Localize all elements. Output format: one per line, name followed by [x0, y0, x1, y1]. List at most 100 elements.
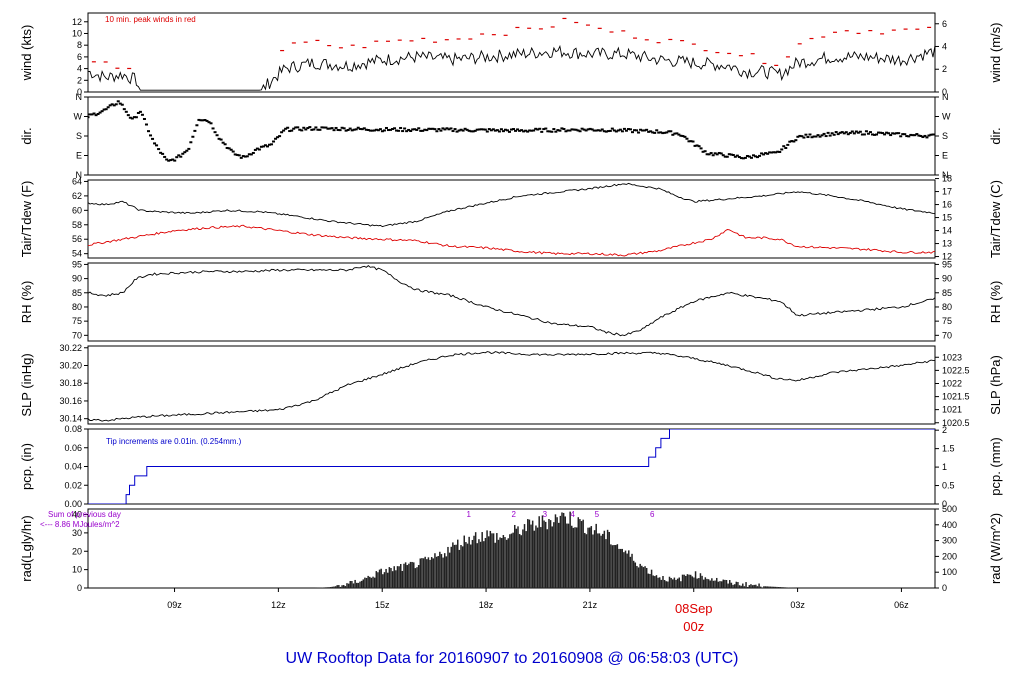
- right-tick-label: 14: [942, 226, 952, 236]
- direction-point: [917, 134, 921, 137]
- direction-point: [776, 150, 780, 153]
- direction-point: [151, 137, 155, 140]
- direction-point: [229, 148, 233, 151]
- direction-point: [376, 129, 380, 132]
- direction-point: [782, 145, 786, 148]
- page-title: UW Rooftop Data for 20160907 to 20160908…: [285, 650, 739, 667]
- direction-point: [526, 130, 530, 133]
- direction-point: [893, 132, 897, 135]
- direction-point: [778, 150, 782, 153]
- direction-point: [612, 129, 616, 132]
- direction-point: [207, 121, 211, 124]
- panel-temp: 54 56 58 60 62 64 12 13 14 15 16 17 18 Tair/Tdew (F) T…: [19, 174, 1003, 262]
- direction-point: [677, 133, 681, 136]
- direction-point: [475, 128, 479, 131]
- direction-point: [544, 127, 548, 130]
- direction-point: [465, 128, 469, 131]
- direction-point: [784, 147, 788, 150]
- direction-point: [136, 111, 140, 114]
- panel-frame: [87, 12, 936, 93]
- direction-point: [473, 129, 477, 132]
- direction-point: [322, 126, 326, 129]
- direction-point: [431, 127, 435, 130]
- direction-point: [395, 129, 399, 132]
- direction-point: [159, 151, 163, 154]
- direction-point: [386, 129, 390, 132]
- direction-point: [723, 155, 727, 158]
- direction-point: [538, 127, 542, 130]
- direction-point: [582, 128, 586, 131]
- direction-point: [96, 112, 100, 115]
- direction-point: [235, 153, 239, 156]
- direction-point: [530, 129, 534, 132]
- direction-point: [501, 130, 505, 133]
- direction-point: [227, 147, 231, 150]
- direction-point: [487, 128, 491, 131]
- right-tick-label: 12: [942, 252, 952, 262]
- direction-point: [126, 114, 130, 117]
- direction-point: [471, 130, 475, 133]
- left-tick-label: 2: [77, 75, 82, 85]
- right-tick-label: 100: [942, 567, 957, 577]
- direction-point: [344, 129, 348, 132]
- direction-point: [590, 128, 594, 131]
- plot-area: [88, 182, 935, 257]
- direction-point: [272, 140, 276, 143]
- right-tick-label: 300: [942, 536, 957, 546]
- direction-point: [868, 131, 872, 134]
- direction-point: [800, 135, 804, 138]
- direction-point: [324, 126, 328, 129]
- right-tick-label: E: [942, 151, 948, 161]
- panel-rh: 70 75 80 85 90 95 70 75 80 85 90 95 RH (%) RH (%): [19, 259, 1003, 342]
- direction-point: [316, 128, 320, 131]
- direction-point: [102, 108, 106, 111]
- x-tick-label: 18z: [479, 600, 494, 610]
- direction-point: [153, 142, 157, 145]
- direction-point: [441, 127, 445, 130]
- left-tick-label: 30.14: [59, 414, 82, 424]
- direction-point: [274, 137, 278, 140]
- y-label-right: rad (W/m^2): [988, 513, 1003, 584]
- direction-point: [862, 133, 866, 136]
- direction-point: [606, 130, 610, 133]
- direction-point: [653, 131, 657, 134]
- direction-point: [370, 129, 374, 132]
- direction-point: [191, 135, 195, 138]
- direction-point: [211, 127, 215, 130]
- direction-point: [828, 134, 832, 137]
- direction-point: [409, 130, 413, 133]
- direction-point: [798, 134, 802, 137]
- direction-point: [889, 134, 893, 137]
- right-tick-label: S: [942, 131, 948, 141]
- left-tick-label: N: [76, 170, 83, 180]
- direction-point: [927, 134, 931, 137]
- x-tick-label: 12z: [271, 600, 286, 610]
- right-tick-label: 1021: [942, 405, 962, 415]
- left-tick-label: 0.04: [64, 462, 82, 472]
- solar-hour-marker: 2: [512, 510, 517, 519]
- plot-area: [88, 17, 935, 91]
- direction-point: [183, 151, 187, 154]
- direction-point: [804, 133, 808, 136]
- left-tick-label: 30.22: [59, 343, 82, 353]
- direction-point: [600, 128, 604, 131]
- direction-point: [820, 134, 824, 137]
- direction-point: [858, 130, 862, 133]
- direction-point: [512, 128, 516, 131]
- direction-point: [592, 129, 596, 132]
- direction-point: [760, 152, 764, 155]
- direction-point: [149, 134, 153, 137]
- direction-point: [895, 132, 899, 135]
- direction-point: [897, 132, 901, 135]
- direction-point: [731, 154, 735, 157]
- direction-point: [931, 133, 935, 136]
- direction-point: [836, 133, 840, 136]
- direction-point: [445, 127, 449, 130]
- direction-point: [572, 128, 576, 131]
- direction-point: [147, 130, 150, 133]
- direction-point: [802, 136, 806, 139]
- direction-point: [457, 129, 461, 132]
- left-tick-label: 60: [72, 205, 82, 215]
- direction-point: [518, 129, 522, 132]
- direction-point: [459, 128, 463, 131]
